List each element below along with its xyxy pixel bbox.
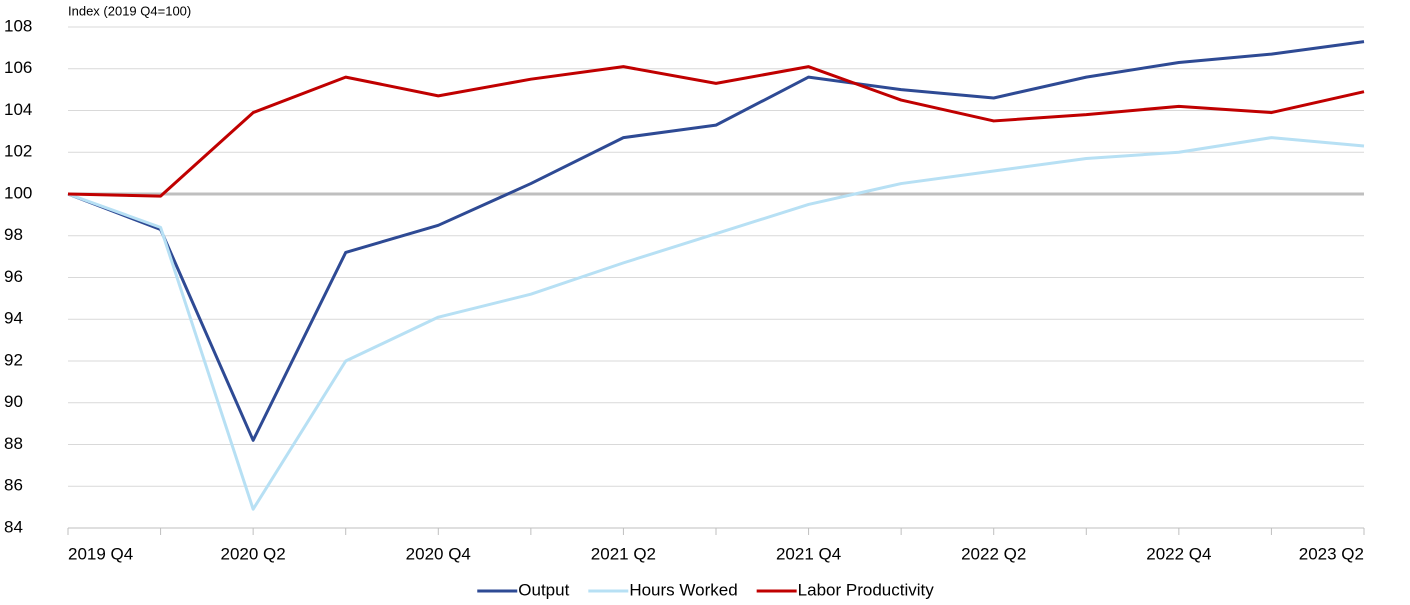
- x-tick-label: 2020 Q4: [406, 544, 471, 563]
- y-tick-label: 102: [4, 142, 32, 161]
- legend-label: Output: [518, 580, 569, 599]
- legend-label: Hours Worked: [629, 580, 737, 599]
- y-tick-label: 88: [4, 434, 23, 453]
- x-tick-label: 2020 Q2: [221, 544, 286, 563]
- y-tick-label: 86: [4, 476, 23, 495]
- y-tick-label: 100: [4, 183, 32, 202]
- y-tick-label: 108: [4, 16, 32, 35]
- x-tick-label: 2021 Q4: [776, 544, 841, 563]
- legend-label: Labor Productivity: [798, 580, 935, 599]
- y-tick-label: 96: [4, 267, 23, 286]
- y-axis-label: Index (2019 Q4=100): [68, 3, 191, 18]
- x-tick-label: 2019 Q4: [68, 544, 133, 563]
- series-line: [67, 65, 1365, 198]
- series-line: [67, 40, 1365, 442]
- x-tick-label: 2021 Q2: [591, 544, 656, 563]
- y-tick-label: 90: [4, 392, 23, 411]
- series-line: [67, 136, 1365, 511]
- x-tick-label: 2022 Q2: [961, 544, 1026, 563]
- y-tick-label: 84: [4, 517, 23, 536]
- x-tick-label: 2023 Q2: [1299, 544, 1364, 563]
- y-tick-label: 98: [4, 225, 23, 244]
- y-tick-label: 106: [4, 58, 32, 77]
- y-tick-label: 94: [4, 309, 23, 328]
- y-tick-label: 92: [4, 350, 23, 369]
- y-tick-label: 104: [4, 100, 32, 119]
- x-tick-label: 2022 Q4: [1146, 544, 1211, 563]
